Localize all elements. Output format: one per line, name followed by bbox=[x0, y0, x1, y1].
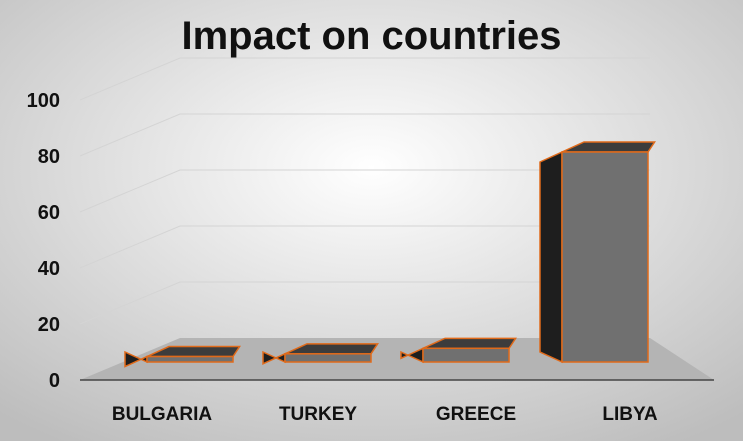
y-tick-label: 40 bbox=[38, 258, 60, 280]
bar-top-face bbox=[561, 141, 656, 153]
bar-side-face bbox=[539, 150, 563, 364]
x-tick-label: BULGARIA bbox=[112, 404, 213, 425]
y-tick-label: 60 bbox=[38, 202, 60, 224]
gridline bbox=[79, 281, 650, 325]
bar-front-face bbox=[422, 347, 510, 363]
x-tick-label: LIBYA bbox=[602, 404, 658, 425]
bar-bulgaria bbox=[124, 345, 241, 368]
gridline bbox=[79, 57, 650, 101]
gridline bbox=[79, 225, 650, 269]
bar-front-face bbox=[561, 151, 649, 363]
y-tick-label: 0 bbox=[49, 370, 60, 392]
y-tick-label: 100 bbox=[27, 90, 60, 112]
bar-greece bbox=[400, 337, 517, 364]
bar-front-face bbox=[146, 355, 234, 363]
x-tick-label: GREECE bbox=[436, 404, 516, 425]
bar-turkey bbox=[262, 343, 379, 365]
chart-title: Impact on countries bbox=[181, 14, 562, 58]
y-tick-label: 20 bbox=[38, 314, 60, 336]
gridline bbox=[79, 169, 650, 213]
gridline bbox=[79, 113, 650, 157]
bar-libya bbox=[539, 141, 656, 364]
y-tick-label: 80 bbox=[38, 146, 60, 168]
x-tick-label: TURKEY bbox=[279, 404, 357, 425]
bar-front-face bbox=[284, 353, 372, 363]
